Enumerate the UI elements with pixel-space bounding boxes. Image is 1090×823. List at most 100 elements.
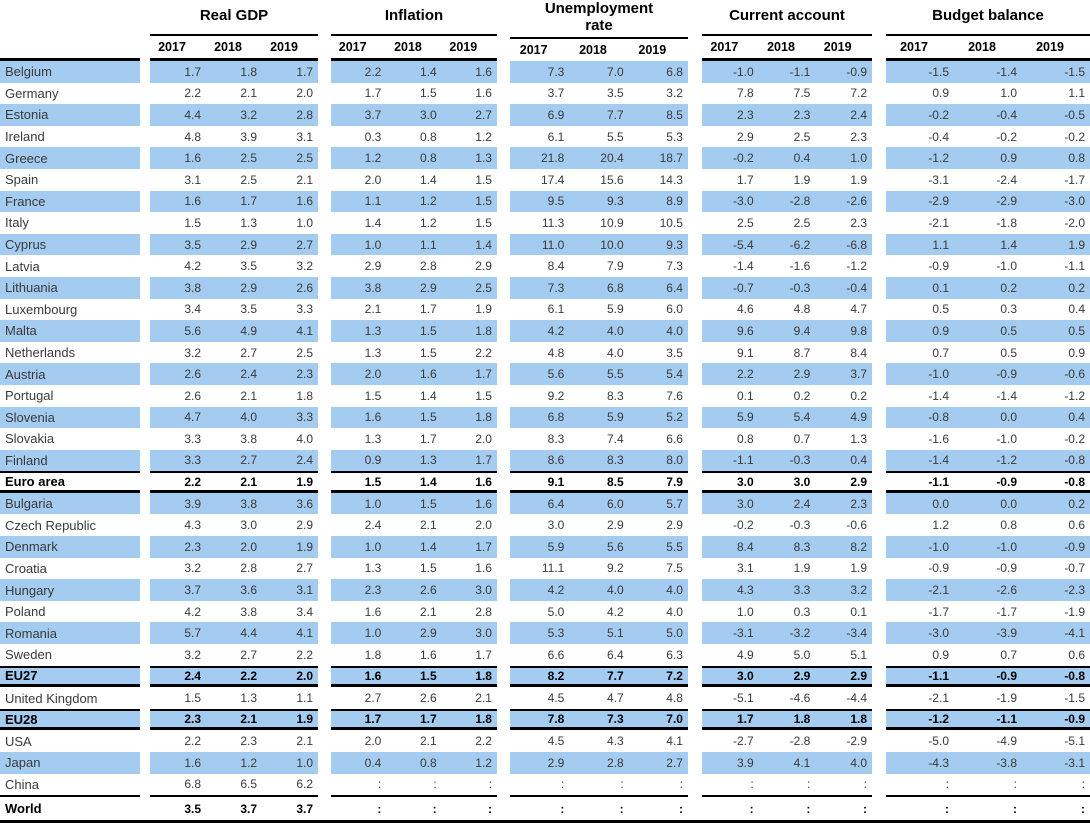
group-cells: -2.1 -2.6 -2.3 [886, 579, 1090, 601]
value-cell: -0.9 [996, 561, 1017, 576]
group-cells: 1.4 1.2 1.5 [331, 212, 497, 234]
value-cell: 1.0 [296, 755, 313, 770]
group-cells: -0.9 -1.0 -1.1 [886, 255, 1090, 277]
table-row: Italy 1.5 1.3 1.0 1.4 1.2 1.5 11.3 10.9 10.5 2.5 2.… [0, 212, 1090, 234]
value-cell: 2.9 [475, 259, 492, 274]
group-title: Current account [729, 7, 845, 25]
value-cell: -0.9 [1064, 712, 1085, 727]
value-cell: -0.9 [996, 668, 1017, 683]
group-cells: -1.0 -1.0 -0.9 [886, 536, 1090, 558]
value-cell: 4.7 [184, 410, 201, 425]
group-cells: 5.7 4.4 4.1 [150, 622, 318, 645]
group-cells: 1.7 1.9 1.9 [702, 169, 872, 191]
value-cell: 1.1 [364, 194, 382, 209]
group-cells: 2.3 2.3 2.4 [702, 104, 872, 126]
value-cell: -0.7 [1064, 561, 1085, 576]
value-cell: 2.5 [296, 345, 313, 360]
value-cell: 9.2 [547, 388, 565, 403]
value-cell: 2.1 [419, 518, 437, 533]
group-title: Unemployment rate [544, 0, 654, 35]
column-gap [318, 320, 331, 342]
group-cells: -1.6 -1.0 -0.2 [886, 428, 1090, 450]
value-cell: -2.1 [928, 215, 949, 230]
group-cells: 0.3 0.8 1.2 [331, 126, 497, 148]
column-gap [688, 471, 702, 493]
column-gap [872, 363, 886, 385]
year-label: 2019 [1036, 40, 1064, 54]
column-gap [497, 191, 510, 213]
value-cell: -0.8 [1064, 453, 1085, 468]
column-gap [318, 104, 331, 126]
column-gap [688, 299, 702, 321]
group-cells: 4.2 3.5 3.2 [150, 255, 318, 277]
value-cell: 2.4 [184, 668, 201, 683]
group-cells: ::: [331, 774, 497, 796]
value-cell: : [806, 801, 811, 816]
group-cells: 9.1 8.7 8.4 [702, 342, 872, 364]
column-gap [688, 126, 702, 148]
value-cell: 2.7 [240, 453, 257, 468]
column-gap [318, 407, 331, 429]
group-cells: 2.4 2.1 2.0 [331, 514, 497, 536]
column-gap [318, 191, 331, 213]
value-cell: 2.1 [240, 86, 257, 101]
group-cells: -1.4 -1.4 -1.2 [886, 385, 1090, 407]
value-cell: 2.4 [364, 518, 382, 533]
value-cell: 4.0 [606, 323, 624, 338]
value-cell: 2.1 [240, 474, 257, 489]
value-cell: : [488, 777, 492, 792]
value-cell: 0.6 [1068, 518, 1085, 533]
value-cell: 1.2 [419, 215, 437, 230]
group-cells: 8.2 7.7 7.2 [510, 665, 688, 688]
group-title: Inflation [384, 7, 444, 25]
value-cell: 3.4 [296, 604, 313, 619]
column-gap [140, 774, 150, 796]
value-cell: 1.1 [1068, 86, 1085, 101]
column-gap [872, 407, 886, 429]
value-cell: -0.6 [846, 518, 868, 533]
group-cells: 1.5 1.4 1.5 [331, 385, 497, 407]
group-cells: 4.9 5.0 5.1 [702, 644, 872, 666]
value-cell: 1.6 [475, 561, 492, 576]
group-cells: 3.0 2.9 2.9 [702, 665, 872, 688]
value-cell: 5.6 [606, 539, 624, 554]
column-gap [140, 644, 150, 666]
value-cell: 3.2 [850, 583, 868, 598]
group-cells: ::: [510, 795, 688, 820]
group-cells: 6.6 6.4 6.3 [510, 644, 688, 666]
value-cell: 0.4 [1068, 302, 1085, 317]
value-cell: 1.4 [475, 237, 492, 252]
value-cell: -3.9 [996, 626, 1017, 641]
group-cells: 4.6 4.8 4.7 [702, 299, 872, 321]
value-cell: 4.0 [666, 323, 683, 338]
group-cells: -1.0 -1.1 -0.9 [702, 61, 872, 83]
country-cell: Romania [0, 622, 140, 645]
column-gap [140, 126, 150, 148]
value-cell: 3.8 [184, 280, 201, 295]
value-cell: 3.0 [419, 107, 437, 122]
table-row: Greece 1.6 2.5 2.5 1.2 0.8 1.3 21.8 20.4 18.7 -0.2… [0, 147, 1090, 169]
value-cell: 4.9 [240, 323, 257, 338]
country-cell: Hungary [0, 579, 140, 601]
column-gap [872, 385, 886, 407]
value-cell: : [1013, 777, 1017, 792]
value-cell: : [1081, 777, 1085, 792]
value-cell: 1.4 [364, 215, 382, 230]
value-cell: 1.5 [419, 345, 437, 360]
group-cells: 2.2 1.4 1.6 [331, 61, 497, 83]
column-gap [688, 255, 702, 277]
group-cells: -0.9 -0.9 -0.7 [886, 558, 1090, 580]
value-cell: 2.1 [296, 734, 313, 749]
column-gap [497, 687, 510, 709]
value-cell: 11.0 [541, 237, 565, 252]
country-cell: Spain [5, 172, 39, 188]
value-cell: 2.1 [475, 691, 492, 706]
value-cell: 7.4 [606, 431, 624, 446]
value-cell: : [863, 801, 868, 816]
value-cell: 2.3 [184, 712, 201, 727]
value-cell: : [560, 801, 565, 816]
group-cells: 0.7 0.5 0.9 [886, 342, 1090, 364]
column-gap [872, 514, 886, 536]
column-gap [497, 104, 510, 126]
country-cell: Portugal [5, 388, 54, 404]
